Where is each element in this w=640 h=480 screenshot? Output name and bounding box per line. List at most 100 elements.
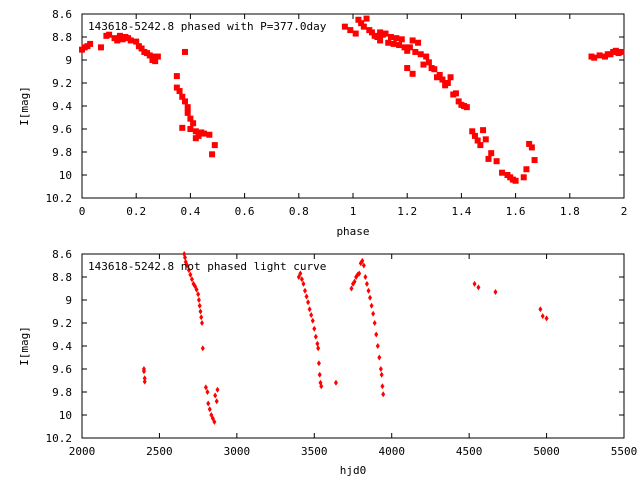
data-point [316,360,321,367]
data-point [214,398,219,405]
data-point [363,274,368,280]
data-point [423,53,430,60]
x-tick-label: 1.8 [560,205,580,218]
data-point [393,35,400,42]
data-point [520,174,527,181]
data-point [499,169,506,176]
data-point [176,88,183,95]
data-point [482,136,489,143]
data-point [206,131,213,138]
y-tick-label: 9.4 [52,100,72,113]
data-point [372,320,377,326]
data-point [401,44,408,51]
data-point [409,70,416,77]
data-point [196,297,201,303]
x-tick-label: 4500 [456,445,483,458]
data-point [106,31,113,38]
data-point [138,45,145,52]
y-tick-label: 9.6 [52,123,72,136]
data-point [200,130,207,137]
data-point [187,126,194,132]
x-tick-label: 3000 [224,445,251,458]
data-point [333,379,338,386]
data-point [368,294,373,301]
data-point [312,325,317,332]
data-point [493,288,498,295]
data-point [304,293,309,300]
data-point [298,270,303,277]
x-axis-label: hjd0 [340,464,367,477]
data-point [463,104,470,111]
x-tick-label: 1.2 [397,205,417,218]
x-tick-label: 1 [350,205,357,218]
data-point [182,254,187,261]
data-point [477,142,484,149]
data-point [114,37,121,44]
x-tick-label: 0.6 [235,205,255,218]
x-tick-label: 4000 [378,445,405,458]
data-point [181,48,188,55]
data-point [366,287,371,294]
data-point [415,39,422,46]
data-point [404,65,411,72]
data-point [212,418,217,425]
data-point [190,120,197,127]
data-point [447,74,454,81]
data-point [184,109,191,116]
data-point [199,314,204,321]
y-tick-label: 9.6 [52,363,72,376]
data-point [316,345,321,352]
data-point [455,98,462,105]
data-point [200,345,205,352]
data-point [591,54,598,61]
data-point [425,59,432,66]
data-point [352,30,359,37]
x-tick-label: 0.4 [180,205,200,218]
data-point [360,23,367,30]
data-point [374,331,379,338]
x-axis-ticks: 2000 2500 3000 3500 4000 4500 5000 5500 [69,254,637,458]
data-point [355,16,362,23]
data-point [127,37,134,44]
data-point [133,38,140,45]
data-point [488,150,495,157]
data-point [97,44,104,51]
data-point [469,128,476,135]
data-point [404,47,411,54]
data-point [380,383,385,390]
data-point [352,278,357,285]
data-point [200,320,205,326]
data-point [420,61,427,68]
data-point [417,51,424,58]
data-point [187,115,194,122]
data-point [142,378,147,385]
data-point [526,140,533,147]
x-tick-label: 0.2 [126,205,146,218]
data-point [450,91,457,98]
data-point [194,286,199,293]
y-tick-label: 9.8 [52,386,72,399]
data-point [374,34,381,40]
data-point [523,166,530,173]
data-point [188,271,193,278]
y-axis-ticks: 8.6 8.8 9 9.2 9.4 9.6 9.8 10 10.2 [46,8,624,205]
x-tick-label: 1.6 [506,205,526,218]
y-tick-label: 10 [59,409,72,422]
data-point [301,280,306,287]
data-point [307,306,312,313]
x-tick-label: 1.4 [451,205,471,218]
data-point [173,84,180,91]
data-point [149,53,156,60]
y-tick-label: 8.8 [52,31,72,44]
data-point [309,311,314,318]
data-point [360,257,365,264]
data-point [381,391,386,398]
x-tick-label: 0.8 [289,205,309,218]
data-point [357,270,362,277]
data-point [412,48,419,55]
data-point [179,93,186,100]
data-point [302,287,307,294]
data-point [313,333,318,340]
data-point [358,20,365,27]
